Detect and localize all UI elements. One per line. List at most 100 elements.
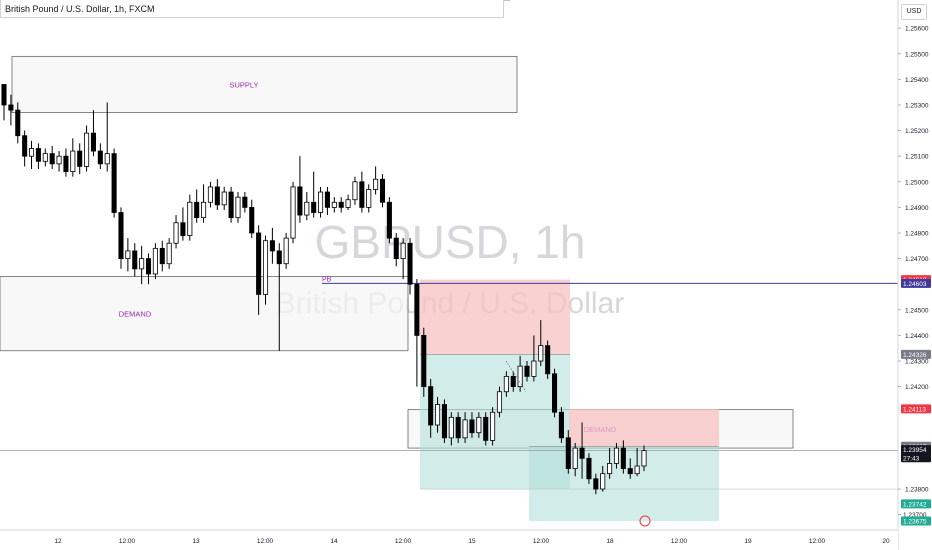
candle-body xyxy=(558,411,564,439)
candle-body xyxy=(586,457,592,480)
candle-body xyxy=(338,201,344,208)
candle-body xyxy=(139,258,145,270)
y-tick-label: 1.25200 xyxy=(905,128,929,135)
zone-box xyxy=(11,55,518,114)
price-badge-label: 1.23675 xyxy=(903,519,927,526)
candle-body xyxy=(421,335,427,388)
zone-label: SUPPLY xyxy=(229,80,258,89)
candle-body xyxy=(448,416,454,439)
x-tick-label: 12:00 xyxy=(119,538,136,545)
y-tick-label: 1.25400 xyxy=(905,77,929,84)
candle-body xyxy=(180,222,186,236)
y-tick-label: 1.24700 xyxy=(905,256,929,263)
price-badge xyxy=(901,349,931,359)
candle-body xyxy=(607,463,613,475)
candle-body xyxy=(324,191,330,208)
price-badge-label: 1.23700 xyxy=(903,512,927,519)
candle-body xyxy=(386,201,392,239)
candle-body xyxy=(393,237,399,259)
candle-body xyxy=(469,419,475,434)
candle-body xyxy=(538,345,544,362)
trade-stop-zone xyxy=(420,279,570,355)
candle-body xyxy=(256,232,262,295)
y-tick-label: 1.24400 xyxy=(905,333,929,340)
candle-body xyxy=(97,150,103,165)
candle-body xyxy=(483,416,489,441)
candle-body xyxy=(531,360,537,377)
candle-body xyxy=(35,148,41,162)
candle-body xyxy=(111,153,117,213)
candle-body xyxy=(510,375,516,388)
candle-body xyxy=(207,186,213,203)
x-tick-label: 12:00 xyxy=(257,538,274,545)
candle-body xyxy=(311,201,317,213)
candle-body xyxy=(620,447,626,469)
candle-body xyxy=(379,178,386,203)
candle-body xyxy=(414,283,420,336)
candle-body xyxy=(166,242,172,265)
price-badge-label: 1.24603 xyxy=(903,281,927,288)
candle-body xyxy=(366,189,372,208)
candle-body xyxy=(90,132,96,152)
candle-body xyxy=(8,104,14,111)
candle-body xyxy=(290,186,296,239)
candle-body xyxy=(235,196,241,219)
candle-body xyxy=(634,465,640,475)
candle-body xyxy=(22,135,28,157)
candle-body xyxy=(359,181,365,208)
candle-body xyxy=(70,150,76,172)
price-badge-label: 1.23742 xyxy=(903,501,927,508)
candle-body xyxy=(297,186,303,216)
candle-body xyxy=(187,201,193,236)
candle-body xyxy=(345,199,351,208)
candle-body xyxy=(304,201,310,216)
candle-body xyxy=(15,109,21,137)
candle-body xyxy=(159,247,165,265)
candle-body xyxy=(455,416,461,439)
candle-body xyxy=(552,373,558,413)
watermark-ticker: GBPUSD, 1h xyxy=(315,216,586,268)
candle-body xyxy=(242,196,248,208)
zone-box xyxy=(0,276,409,352)
trade-stop-zone xyxy=(569,408,719,447)
x-tick-label: 12 xyxy=(54,538,62,545)
x-tick-label: 19 xyxy=(744,538,752,545)
price-badge-label: 27:43 xyxy=(903,455,920,462)
symbol-title: British Pound / U.S. Dollar, 1h, FXCM xyxy=(0,0,504,18)
currency-button[interactable]: USD xyxy=(901,4,927,20)
price-badge xyxy=(901,499,931,509)
y-tick-label: 1.24200 xyxy=(905,384,929,391)
candle-body xyxy=(276,250,282,265)
candle-body xyxy=(221,191,227,206)
candle-body xyxy=(49,153,55,165)
price-badge xyxy=(901,445,931,455)
candle-body xyxy=(435,404,441,426)
price-badge-label: 1.24326 xyxy=(903,352,927,359)
x-tick-label: 12:00 xyxy=(809,538,826,545)
time-axis-bg xyxy=(0,530,898,550)
session-marker xyxy=(639,515,651,527)
candle-body xyxy=(579,447,585,459)
candle-body xyxy=(593,478,599,490)
y-tick-label: 1.24800 xyxy=(905,230,929,237)
y-tick-label: 1.25600 xyxy=(905,26,929,33)
y-tick-label: 1.25300 xyxy=(905,102,929,109)
candle-body xyxy=(352,181,358,201)
candle-body xyxy=(125,250,131,259)
candle-body xyxy=(173,222,179,244)
price-badge xyxy=(901,404,931,414)
candle-body xyxy=(132,250,138,270)
candle-body xyxy=(641,450,647,467)
y-tick-label: 1.25100 xyxy=(905,154,929,161)
trend-line xyxy=(505,360,527,392)
candle-body xyxy=(283,237,289,265)
price-badge-label: 1.24113 xyxy=(903,406,926,413)
candle-body xyxy=(249,206,255,234)
candle-body xyxy=(572,447,578,469)
candle-body xyxy=(462,419,468,439)
x-tick-label: 12:00 xyxy=(671,538,688,545)
x-tick-label: 15 xyxy=(468,538,476,545)
y-tick-label: 1.25500 xyxy=(905,51,929,58)
